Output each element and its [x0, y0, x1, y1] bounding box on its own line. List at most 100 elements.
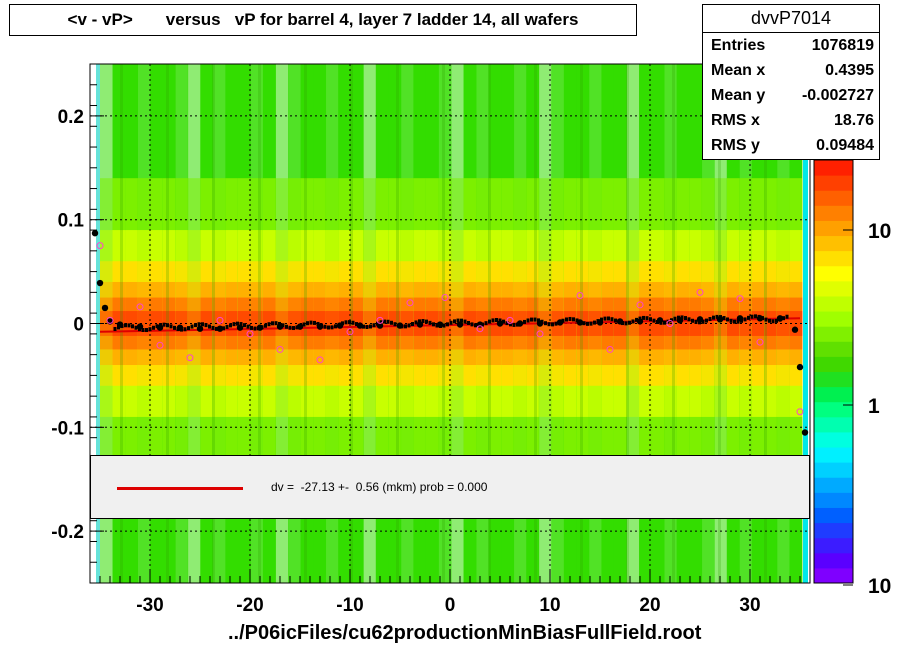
- profile-trace-point: [530, 317, 533, 322]
- x-tick-label: 10: [539, 595, 560, 616]
- stats-box: dvvP7014 Entries 1076819 Mean x 0.4395 M…: [702, 4, 880, 160]
- profile-trace-point: [551, 322, 554, 327]
- profile-trace-point: [225, 324, 229, 329]
- profile-point: [101, 304, 109, 312]
- profile-trace-point: [323, 324, 327, 329]
- x-tick-label: -30: [136, 595, 163, 616]
- palette-cell: [814, 492, 853, 508]
- palette-cell: [814, 447, 853, 463]
- profile-trace-point: [736, 319, 740, 324]
- open-marker: [186, 354, 194, 362]
- profile-trace-point: [152, 325, 155, 330]
- open-marker: [216, 316, 224, 324]
- profile-trace-point: [190, 324, 194, 329]
- palette-cell: [814, 416, 853, 433]
- profile-trace-point: [379, 320, 383, 325]
- palette-cell: [814, 250, 853, 267]
- palette-cell: [814, 295, 853, 312]
- profile-trace-point: [533, 317, 537, 322]
- profile-trace-point: [712, 315, 715, 320]
- profile-trace-point: [341, 321, 344, 326]
- profile-trace-point: [600, 317, 603, 322]
- x-tick-label: 30: [739, 595, 760, 616]
- chart-title: <v - vP> versus vP for barrel 4, layer 7…: [9, 4, 637, 36]
- profile-trace-point: [229, 323, 232, 328]
- profile-trace-point: [313, 320, 316, 325]
- palette-tick-label: 10: [868, 220, 891, 243]
- profile-trace-point: [677, 315, 680, 320]
- profile-trace-point: [740, 318, 743, 323]
- profile-trace-point: [621, 321, 624, 326]
- stats-value: 0.4395: [825, 62, 874, 79]
- profile-trace-point: [211, 325, 215, 330]
- profile-trace-point: [134, 325, 138, 330]
- profile-trace-point: [334, 324, 337, 329]
- profile-trace-point: [428, 320, 432, 325]
- profile-trace-point: [544, 321, 547, 326]
- stats-value: 1076819: [811, 37, 874, 54]
- profile-trace-point: [414, 320, 418, 325]
- profile-trace-point: [470, 322, 474, 327]
- profile-trace-point: [201, 322, 204, 327]
- palette-frame: [813, 159, 854, 584]
- open-marker: [576, 291, 584, 299]
- profile-trace-point: [173, 325, 176, 330]
- profile-trace-point: [656, 320, 659, 325]
- x-tick-label: -10: [336, 595, 363, 616]
- profile-trace-point: [306, 321, 309, 326]
- open-marker: [346, 328, 354, 336]
- legend-fit-line-swatch: [117, 487, 243, 490]
- profile-trace-point: [505, 321, 509, 326]
- x-tick-label: 0: [445, 595, 456, 616]
- palette-cell: [814, 537, 853, 554]
- profile-trace-point: [663, 320, 666, 325]
- profile-trace-point: [498, 318, 502, 323]
- profile-trace-point: [771, 319, 775, 324]
- profile-trace-point: [183, 327, 187, 332]
- profile-trace-point: [526, 318, 530, 323]
- profile-trace-point: [523, 319, 526, 324]
- profile-trace-point: [680, 315, 684, 320]
- y-tick-label: -0.1: [51, 418, 84, 439]
- profile-trace-point: [652, 318, 656, 323]
- heatmap-edge-column: [803, 147, 808, 584]
- profile-trace-point: [250, 325, 253, 330]
- profile-trace-point: [558, 320, 561, 325]
- profile-trace-point: [243, 323, 246, 328]
- legend-fit-text: dv = -27.13 +- 0.56 (mkm) prob = 0.000: [271, 480, 488, 494]
- profile-trace-point: [649, 317, 652, 322]
- x-tick-label: 20: [639, 595, 660, 616]
- profile-trace-point: [516, 322, 519, 327]
- heatmap-band: [400, 311, 414, 336]
- profile-trace-point: [561, 318, 565, 323]
- profile-trace-point: [299, 324, 302, 329]
- profile-point: [236, 324, 244, 331]
- palette-cell: [814, 265, 853, 282]
- profile-trace-point: [127, 323, 131, 328]
- profile-trace-point: [246, 324, 250, 329]
- profile-trace-point: [418, 319, 421, 324]
- stats-row: Mean y -0.002727: [703, 83, 879, 108]
- profile-trace-point: [694, 319, 698, 324]
- profile-trace-point: [484, 321, 488, 326]
- profile-trace-point: [253, 326, 257, 331]
- profile-trace-point: [610, 317, 614, 322]
- profile-trace-point: [708, 317, 712, 322]
- profile-trace-point: [285, 324, 288, 329]
- palette-cell: [814, 462, 853, 478]
- open-marker: [696, 288, 704, 296]
- profile-trace-point: [288, 325, 292, 330]
- profile-trace-point: [390, 320, 393, 325]
- profile-trace-point: [684, 316, 687, 321]
- profile-trace-point: [365, 325, 369, 330]
- open-marker: [246, 330, 254, 338]
- heatmap-band: [751, 311, 765, 336]
- palette-tick-label: 1: [868, 395, 880, 418]
- palette-cell: [814, 356, 853, 372]
- heatmap-band: [438, 311, 452, 336]
- profile-trace-point: [778, 317, 782, 322]
- profile-trace-point: [579, 319, 582, 324]
- profile-trace-point: [386, 319, 390, 324]
- profile-trace-point: [316, 321, 320, 326]
- open-marker: [136, 303, 144, 311]
